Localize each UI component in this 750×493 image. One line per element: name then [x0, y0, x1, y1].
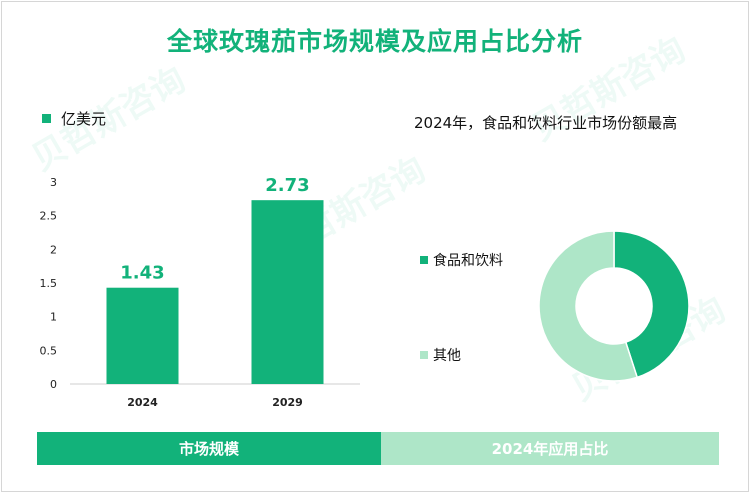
bar-value-label: 1.43: [120, 263, 164, 284]
pie-legend-swatch: [420, 256, 428, 264]
pie-legend-item: 食品和饮料: [420, 250, 503, 270]
y-tick-label: 1: [50, 311, 57, 324]
pie-legend-label: 食品和饮料: [433, 253, 503, 269]
y-tick-label: 2: [50, 243, 57, 256]
bar-2029: [251, 200, 324, 384]
unit-legend-swatch: [42, 114, 51, 123]
donut-slice-0: [613, 230, 690, 379]
tab-market-size[interactable]: 市场规模: [37, 432, 381, 465]
bar-2024: [106, 287, 179, 384]
pie-legend-label: 其他: [433, 348, 461, 364]
x-tick-label: 2024: [127, 396, 158, 409]
tab-application-share[interactable]: 2024年应用占比: [381, 432, 719, 465]
y-tick-label: 1.5: [40, 277, 58, 290]
unit-legend-label: 亿美元: [61, 110, 107, 128]
donut-slice-1: [538, 230, 639, 382]
x-tick-label: 2029: [272, 396, 303, 409]
pie-legend-swatch: [420, 351, 428, 359]
y-tick-label: 2.5: [40, 210, 58, 223]
bar-value-label: 2.73: [265, 175, 309, 196]
y-tick-label: 3: [50, 176, 57, 189]
pie-legend-item: 其他: [420, 345, 461, 365]
pie-subtitle: 2024年，食品和饮料行业市场份额最高: [414, 114, 678, 132]
y-tick-label: 0.5: [40, 344, 58, 357]
unit-legend: 亿美元: [42, 108, 106, 129]
page-title: 全球玫瑰茄市场规模及应用占比分析: [166, 27, 583, 56]
y-tick-label: 0: [50, 378, 57, 391]
